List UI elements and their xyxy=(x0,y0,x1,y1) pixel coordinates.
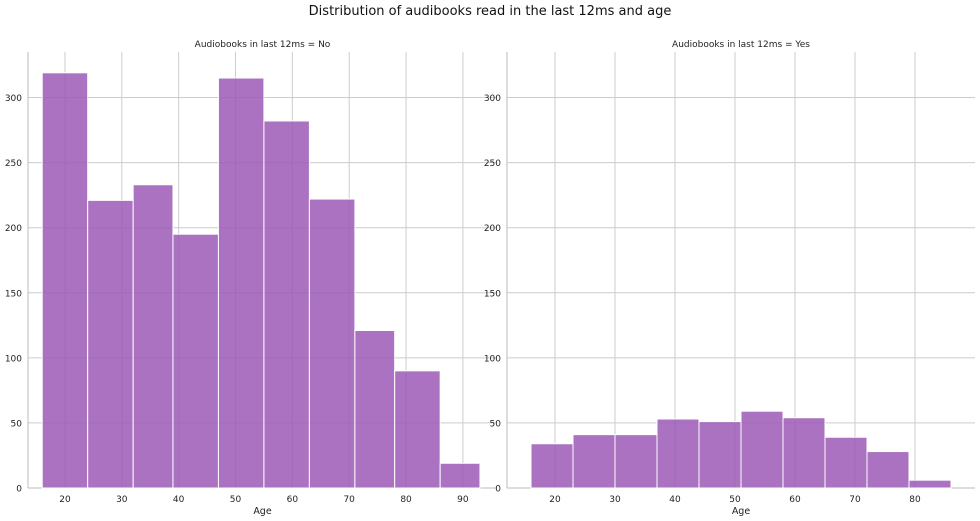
x-tick-label: 80 xyxy=(400,495,412,505)
x-tick-label: 40 xyxy=(173,495,185,505)
facet-panel-1: 0 50 100 150 200 250 300 20 30 40 50 60 70 80 90 Audiob… xyxy=(5,40,497,517)
y-tick-label: 200 xyxy=(5,224,22,234)
histogram-bar xyxy=(263,120,310,489)
histogram-bar xyxy=(740,410,784,489)
figure-title: Distribution of audibooks read in the la… xyxy=(308,4,672,19)
x-tick-label: 50 xyxy=(729,495,741,505)
x-tick-label: 20 xyxy=(549,495,561,505)
x-tick-label: 30 xyxy=(609,495,621,505)
y-tick-label: 150 xyxy=(484,289,501,299)
y-tick-label: 50 xyxy=(490,419,502,429)
histogram-bar xyxy=(394,370,441,489)
histogram-bar xyxy=(354,330,396,489)
y-tick-label: 250 xyxy=(484,159,501,169)
y-tick-label: 100 xyxy=(5,354,22,364)
facet-title: Audiobooks in last 12ms = Yes xyxy=(672,40,810,50)
histogram-bar xyxy=(614,434,658,489)
y-tick-label: 200 xyxy=(484,224,501,234)
histogram-bar xyxy=(87,199,134,489)
histogram-bar xyxy=(530,443,574,489)
histogram-bar xyxy=(172,233,219,489)
y-tick-label: 50 xyxy=(11,419,23,429)
x-tick-label: 90 xyxy=(457,495,469,505)
histogram-bar xyxy=(908,479,952,489)
y-tick-label: 300 xyxy=(5,94,22,104)
x-tick-label: 60 xyxy=(789,495,801,505)
histogram-bar xyxy=(824,436,868,489)
facet-title: Audiobooks in last 12ms = No xyxy=(195,40,331,50)
y-tick-label: 300 xyxy=(484,94,501,104)
x-tick-label: 50 xyxy=(230,495,242,505)
x-tick-label: 60 xyxy=(287,495,299,505)
histogram-bar xyxy=(308,198,356,489)
histogram-bar xyxy=(572,434,616,489)
y-tick-label: 0 xyxy=(495,485,501,495)
histogram-bar xyxy=(439,462,481,489)
histogram-bar xyxy=(41,72,89,489)
histogram-bar xyxy=(866,451,910,489)
x-axis-label: Age xyxy=(732,506,751,517)
y-tick-label: 0 xyxy=(16,485,22,495)
y-tick-label: 150 xyxy=(5,289,22,299)
histogram-bar xyxy=(656,418,700,489)
histogram-bar xyxy=(132,184,174,489)
x-tick-label: 20 xyxy=(59,495,71,505)
y-tick-label: 250 xyxy=(5,159,22,169)
histogram-bar xyxy=(782,417,826,489)
x-tick-label: 30 xyxy=(116,495,128,505)
histogram-bar xyxy=(698,421,742,489)
y-tick-label: 100 xyxy=(484,354,501,364)
x-tick-label: 70 xyxy=(849,495,861,505)
facet-panel-2: 0 50 100 150 200 250 300 20 30 40 50 60 70 80 Audioboo… xyxy=(484,40,975,517)
x-tick-label: 80 xyxy=(909,495,921,505)
x-tick-label: 40 xyxy=(669,495,681,505)
histogram-bar xyxy=(217,77,265,489)
x-tick-label: 70 xyxy=(343,495,355,505)
x-axis-label: Age xyxy=(253,506,272,517)
